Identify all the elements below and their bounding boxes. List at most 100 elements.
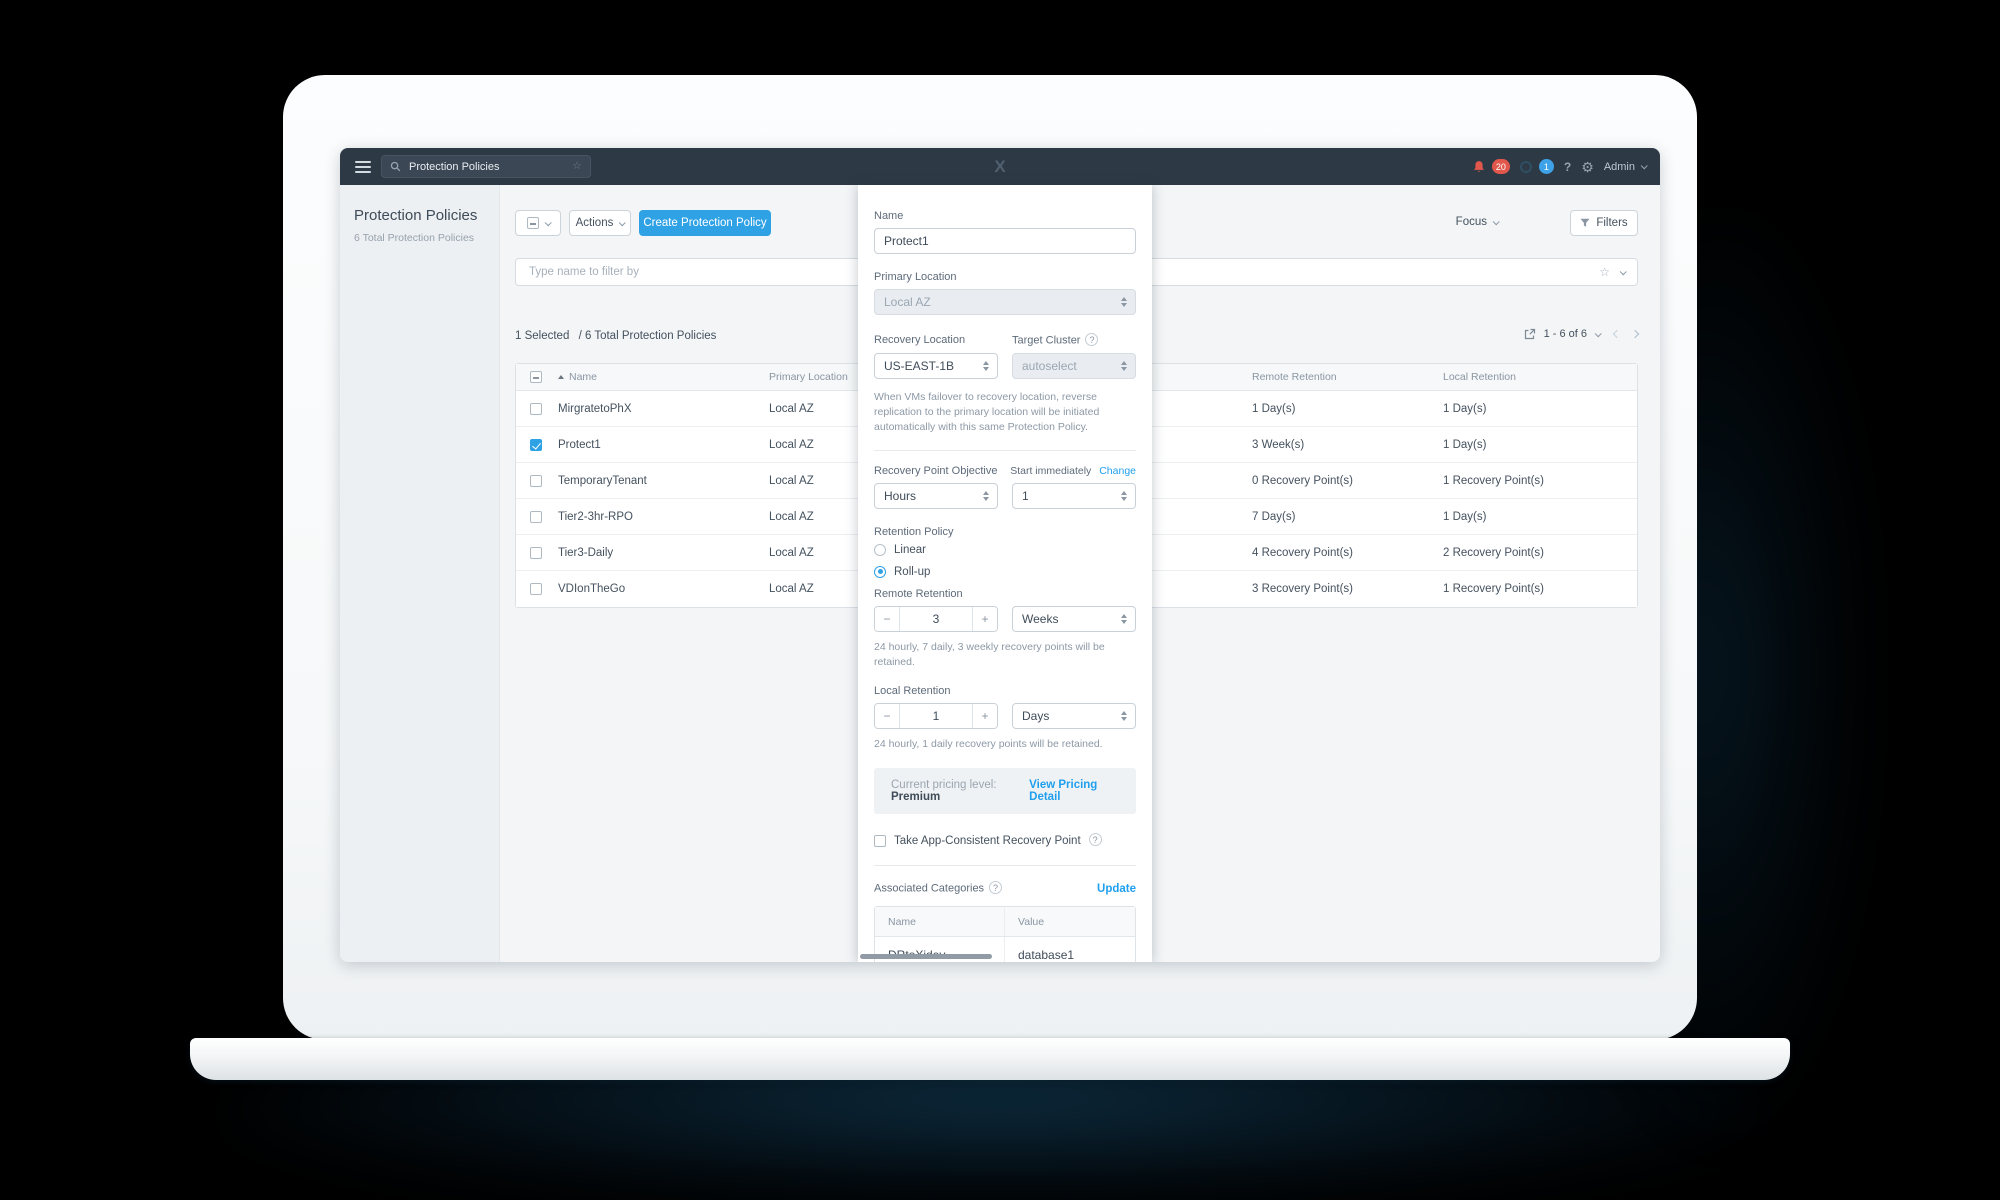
admin-label: Admin bbox=[1603, 160, 1635, 173]
help-icon[interactable]: ? bbox=[989, 881, 1003, 895]
categories-table: Name Value DRtoXidev database1 DRtoXidev… bbox=[874, 906, 1136, 962]
selected-count: 1 Selected bbox=[515, 330, 570, 342]
filters-button[interactable]: Filters bbox=[1570, 210, 1638, 236]
edit-policy-panel: Name Protect1 Primary Location Local AZ … bbox=[858, 185, 1152, 962]
remote-retention-stepper: − 3 + bbox=[874, 605, 998, 632]
remote-retention-unit-select[interactable]: Weeks bbox=[1012, 605, 1136, 632]
global-search[interactable]: ☆ bbox=[381, 155, 591, 178]
cell-local-retention: 1 Recovery Point(s) bbox=[1443, 583, 1544, 595]
recovery-location-value: US-EAST-1B bbox=[884, 359, 955, 373]
cell-name: Tier3-Daily bbox=[558, 546, 614, 559]
chevron-down-icon bbox=[619, 218, 627, 226]
help-icon[interactable]: ? bbox=[1088, 833, 1102, 847]
associated-categories-label: Associated Categories? bbox=[874, 881, 1003, 895]
cell-name: VDIonTheGo bbox=[558, 583, 626, 595]
divider bbox=[874, 449, 1136, 451]
policy-name-input[interactable]: Protect1 bbox=[874, 228, 1136, 254]
view-pricing-detail-link[interactable]: View Pricing Detail bbox=[1029, 779, 1098, 804]
row-checkbox[interactable] bbox=[530, 438, 542, 451]
tasks-ring-icon[interactable] bbox=[1519, 160, 1532, 173]
primary-location-select: Local AZ bbox=[874, 289, 1136, 315]
focus-dropdown[interactable]: Focus bbox=[1455, 216, 1500, 228]
row-checkbox[interactable] bbox=[530, 402, 542, 415]
chevron-down-icon[interactable] bbox=[1619, 267, 1627, 275]
target-cluster-value: autoselect bbox=[1022, 359, 1077, 373]
select-arrows-icon bbox=[1121, 297, 1127, 307]
row-checkbox[interactable] bbox=[530, 474, 542, 487]
local-retention-note: 24 hourly, 1 daily recovery points will … bbox=[874, 738, 1103, 751]
help-icon[interactable]: ? bbox=[1085, 333, 1099, 346]
remote-retention-value[interactable]: 3 bbox=[899, 606, 973, 631]
decrement-button[interactable]: − bbox=[875, 704, 899, 729]
recovery-location-label: Recovery Location bbox=[874, 334, 966, 346]
left-rail: Protection Policies 6 Total Protection P… bbox=[340, 185, 500, 962]
app-window: ☆ X 20 1 ? ⚙ Admin Protection Policies bbox=[340, 148, 1660, 962]
app-consistent-checkbox[interactable] bbox=[874, 834, 886, 847]
tasks-count-badge: 1 bbox=[1538, 159, 1554, 174]
local-retention-unit: Days bbox=[1022, 709, 1050, 724]
cell-local-retention: 1 Recovery Point(s) bbox=[1443, 474, 1544, 487]
alerts-count-badge: 20 bbox=[1491, 159, 1510, 174]
hamburger-menu-icon[interactable] bbox=[355, 160, 371, 173]
increment-button[interactable]: + bbox=[973, 606, 997, 631]
focus-label: Focus bbox=[1455, 216, 1487, 228]
linear-radio[interactable]: Linear bbox=[874, 543, 1136, 556]
column-header-local-retention[interactable]: Local Retention bbox=[1443, 371, 1516, 383]
cell-primary-location: Local AZ bbox=[769, 438, 814, 451]
select-all-dropdown-button[interactable] bbox=[515, 210, 561, 236]
local-retention-unit-select[interactable]: Days bbox=[1012, 703, 1136, 730]
rpo-label: Recovery Point Objective bbox=[874, 464, 998, 477]
search-input[interactable] bbox=[407, 159, 567, 174]
sort-asc-icon bbox=[558, 375, 564, 379]
row-checkbox[interactable] bbox=[530, 583, 542, 595]
rollup-label: Roll-up bbox=[894, 565, 931, 578]
chevron-down-icon[interactable] bbox=[1594, 329, 1602, 337]
failover-note: When VMs failover to recovery location, … bbox=[874, 391, 1100, 434]
column-header-name[interactable]: Name bbox=[558, 371, 597, 383]
rpo-number-select[interactable]: 1 bbox=[1012, 482, 1136, 509]
decrement-button[interactable]: − bbox=[875, 606, 899, 631]
recovery-location-select[interactable]: US-EAST-1B bbox=[874, 353, 998, 379]
rollup-radio[interactable]: Roll-up bbox=[874, 565, 1136, 578]
saved-filter-star-icon[interactable]: ☆ bbox=[1599, 265, 1610, 279]
increment-button[interactable]: + bbox=[973, 704, 997, 729]
page-range-label[interactable]: 1 - 6 of 6 bbox=[1543, 328, 1587, 340]
help-icon[interactable]: ? bbox=[1563, 159, 1572, 174]
rpo-unit-select[interactable]: Hours bbox=[874, 482, 998, 509]
header-checkbox[interactable] bbox=[530, 371, 542, 383]
pricing-banner: Current pricing level: Premium View Pric… bbox=[874, 768, 1136, 815]
next-page-icon[interactable] bbox=[1630, 329, 1640, 339]
local-retention-value[interactable]: 1 bbox=[899, 704, 973, 729]
actions-button[interactable]: Actions bbox=[569, 210, 631, 236]
category-value: database1 bbox=[1018, 948, 1075, 962]
actions-label: Actions bbox=[575, 217, 614, 229]
update-categories-link[interactable]: Update bbox=[1097, 882, 1136, 895]
cell-remote-retention: 0 Recovery Point(s) bbox=[1252, 474, 1353, 487]
remote-retention-note: 24 hourly, 7 daily, 3 weekly recovery po… bbox=[874, 640, 1105, 668]
row-checkbox[interactable] bbox=[530, 510, 542, 523]
retention-policy-label: Retention Policy bbox=[874, 525, 954, 538]
local-retention-label: Local Retention bbox=[874, 685, 951, 698]
select-arrows-icon bbox=[1121, 361, 1127, 371]
column-header-remote-retention[interactable]: Remote Retention bbox=[1252, 371, 1337, 383]
radio-icon bbox=[874, 543, 886, 556]
select-arrows-icon bbox=[983, 490, 989, 501]
admin-menu[interactable]: Admin bbox=[1603, 160, 1648, 173]
gear-icon[interactable]: ⚙ bbox=[1581, 158, 1594, 175]
primary-location-label: Primary Location bbox=[874, 271, 957, 283]
cell-remote-retention: 7 Day(s) bbox=[1252, 510, 1296, 523]
panel-horizontal-scrollbar bbox=[858, 954, 1152, 959]
export-icon[interactable] bbox=[1524, 328, 1536, 340]
create-protection-policy-button[interactable]: Create Protection Policy bbox=[639, 210, 771, 236]
row-checkbox[interactable] bbox=[530, 546, 542, 559]
previous-page-icon[interactable] bbox=[1612, 329, 1622, 339]
cell-name: MirgratetoPhX bbox=[558, 402, 632, 415]
total-count: / 6 Total Protection Policies bbox=[578, 330, 717, 342]
scrollbar-thumb[interactable] bbox=[860, 954, 992, 959]
cell-primary-location: Local AZ bbox=[769, 510, 814, 523]
search-favorite-icon[interactable]: ☆ bbox=[572, 160, 582, 172]
change-link[interactable]: Change bbox=[1099, 464, 1136, 477]
column-header-primary-location[interactable]: Primary Location bbox=[769, 371, 848, 383]
alerts-bell-icon[interactable] bbox=[1472, 160, 1486, 174]
